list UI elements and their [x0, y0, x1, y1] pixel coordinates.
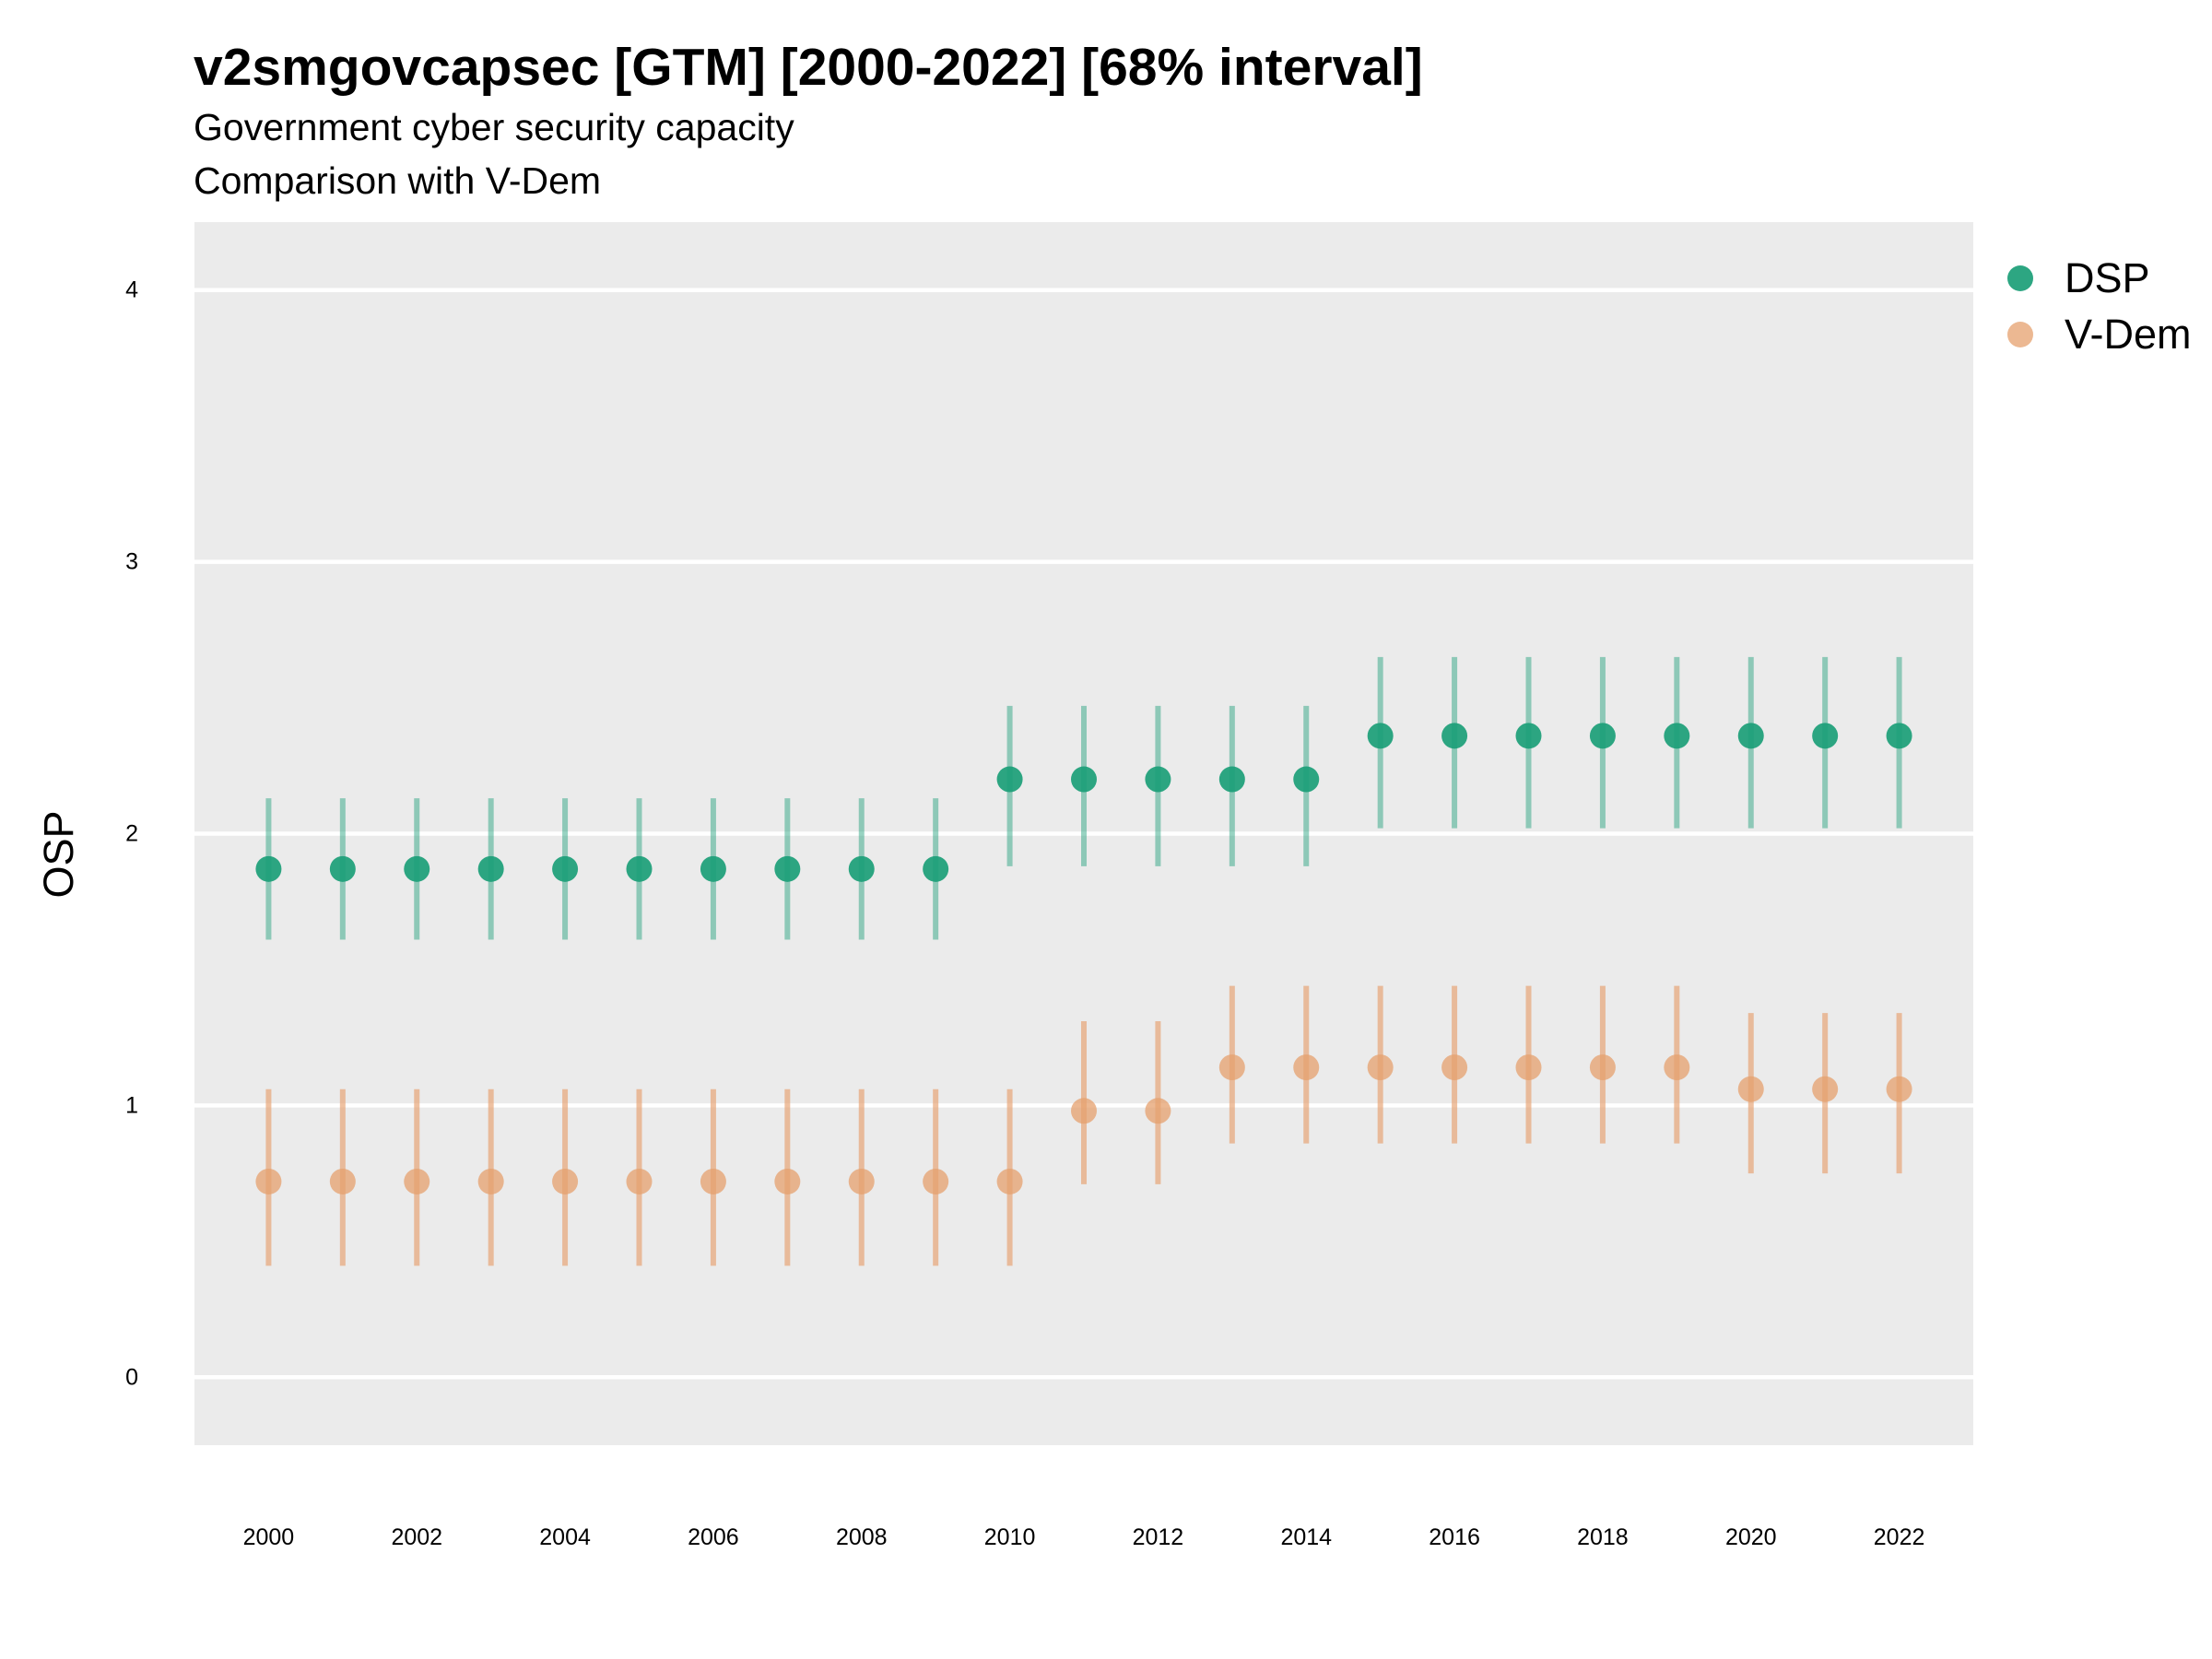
data-point — [848, 855, 875, 882]
data-point — [477, 1168, 504, 1194]
data-point — [700, 1168, 726, 1194]
data-point — [1664, 723, 1690, 749]
data-point — [329, 1168, 356, 1194]
data-point — [552, 1168, 579, 1194]
x-tick-label: 2010 — [984, 1524, 1036, 1550]
data-point — [1515, 1054, 1542, 1081]
data-point — [996, 1168, 1023, 1194]
data-point — [1145, 1098, 1171, 1124]
y-axis-label: OSP — [35, 810, 82, 898]
data-point — [1737, 723, 1764, 749]
data-point — [255, 855, 282, 882]
x-tick-label: 2014 — [1280, 1524, 1332, 1550]
chart-title: v2smgovcapsec [GTM] [2000-2022] [68% int… — [194, 38, 1423, 97]
data-point — [1589, 723, 1616, 749]
data-point — [1812, 1076, 1839, 1102]
data-point — [848, 1168, 875, 1194]
data-point — [923, 1168, 949, 1194]
data-point — [626, 855, 653, 882]
x-tick-label: 2012 — [1133, 1524, 1184, 1550]
data-point — [923, 855, 949, 882]
data-point — [1367, 1054, 1394, 1081]
data-point — [552, 855, 579, 882]
data-point — [404, 855, 430, 882]
y-tick-label: 2 — [125, 821, 138, 847]
legend-label: V-Dem — [2065, 311, 2192, 358]
legend-label: DSP — [2065, 254, 2150, 301]
data-point — [1589, 1054, 1616, 1081]
data-point — [1145, 766, 1171, 793]
data-point — [1886, 1076, 1912, 1102]
x-tick-label: 2004 — [539, 1524, 591, 1550]
data-point — [329, 855, 356, 882]
data-point — [404, 1168, 430, 1194]
data-point — [626, 1168, 653, 1194]
data-point — [1071, 1098, 1097, 1124]
legend-marker — [2007, 322, 2033, 347]
data-point — [1367, 723, 1394, 749]
data-point — [1293, 1054, 1320, 1081]
data-point — [1218, 766, 1245, 793]
chart-subtitle-2: Comparison with V-Dem — [194, 159, 601, 202]
series-v-dem — [255, 985, 1912, 1266]
data-point — [1071, 766, 1097, 793]
data-point — [774, 855, 801, 882]
data-point — [996, 766, 1023, 793]
data-point — [700, 855, 726, 882]
x-tick-label: 2006 — [688, 1524, 739, 1550]
data-point — [774, 1168, 801, 1194]
x-tick-label: 2008 — [836, 1524, 888, 1550]
data-point — [1441, 723, 1468, 749]
data-point — [1886, 723, 1912, 749]
data-point — [255, 1168, 282, 1194]
data-point — [1515, 723, 1542, 749]
y-tick-label: 3 — [125, 549, 138, 575]
x-tick-label: 2020 — [1725, 1524, 1777, 1550]
x-axis-ticks: 2000 2002 2004 2006 2008 2010 2012 2014 2016 2018… — [243, 1524, 1925, 1550]
y-axis-ticks: 0 1 2 3 4 — [125, 277, 138, 1391]
data-point — [1664, 1054, 1690, 1081]
y-tick-label: 0 — [125, 1364, 138, 1390]
x-tick-label: 2018 — [1577, 1524, 1629, 1550]
data-point — [1812, 723, 1839, 749]
chart-subtitle: Government cyber security capacity — [194, 106, 794, 148]
data-point — [1218, 1054, 1245, 1081]
data-point — [1737, 1076, 1764, 1102]
x-tick-label: 2000 — [243, 1524, 295, 1550]
series-marks — [255, 656, 1912, 1266]
data-point — [1441, 1054, 1468, 1081]
y-tick-label: 4 — [125, 277, 138, 303]
data-point — [1293, 766, 1320, 793]
x-tick-label: 2022 — [1874, 1524, 1925, 1550]
y-tick-label: 1 — [125, 1092, 138, 1118]
x-tick-label: 2016 — [1429, 1524, 1480, 1550]
x-tick-label: 2002 — [391, 1524, 442, 1550]
legend-marker — [2007, 265, 2033, 291]
legend: DSP V-Dem — [2007, 254, 2192, 358]
series-dsp — [255, 656, 1912, 940]
data-point — [477, 855, 504, 882]
